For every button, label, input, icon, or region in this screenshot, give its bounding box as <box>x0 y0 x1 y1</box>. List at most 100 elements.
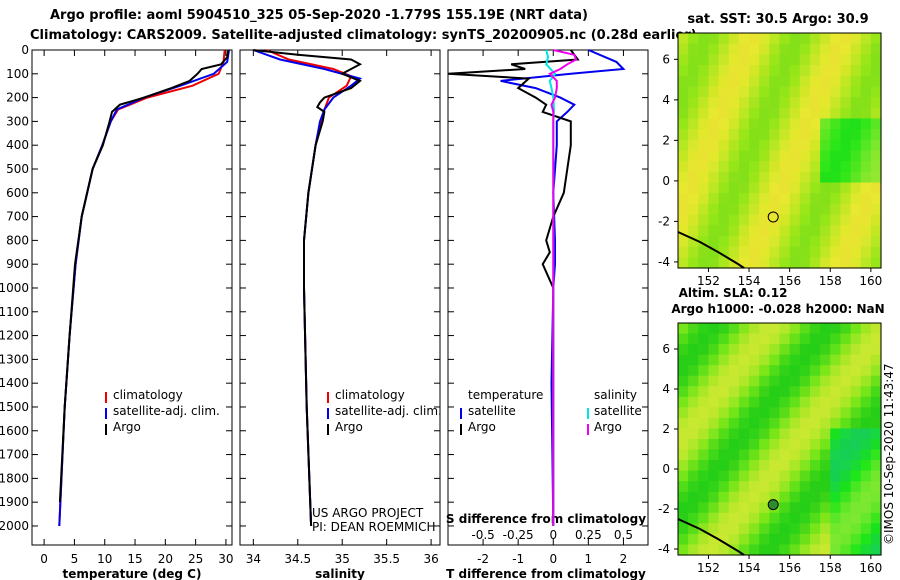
map-cell <box>708 150 720 162</box>
series-line-salinity-argo <box>548 49 578 526</box>
map-cell <box>759 182 770 194</box>
map-cell <box>779 139 791 152</box>
map-cell <box>840 428 852 440</box>
map-cell <box>749 502 760 514</box>
map-cell <box>749 481 760 493</box>
map-cell <box>789 182 801 194</box>
map-cell <box>698 86 710 98</box>
map-cell <box>779 365 791 377</box>
map-cell <box>830 33 841 45</box>
map-cell <box>860 544 872 556</box>
map-cell <box>688 449 699 461</box>
map-cell <box>678 86 689 98</box>
map-cell <box>698 225 710 237</box>
map-cell <box>779 439 791 451</box>
map-cell <box>678 182 689 194</box>
map-cell <box>749 323 760 335</box>
map-cell <box>738 33 750 45</box>
map-cell <box>759 54 770 66</box>
map-cell <box>759 481 770 493</box>
map-cell <box>698 523 710 535</box>
map-cell <box>738 449 750 461</box>
depth-tick-label: 900 <box>6 257 29 271</box>
map-cell <box>850 107 862 120</box>
map-cell <box>870 333 882 345</box>
map-cell <box>809 439 821 451</box>
map-cell <box>678 235 689 248</box>
map-cell <box>698 107 710 120</box>
depth-tick-label: 1000 <box>0 281 29 295</box>
map-cell <box>850 161 862 173</box>
map-cell <box>688 54 699 66</box>
map-cell <box>860 139 872 152</box>
sal-legend-argo: Argo <box>335 420 363 434</box>
map-cell <box>789 533 801 546</box>
map-cell <box>728 396 740 408</box>
map-cell <box>840 344 852 356</box>
map-cell <box>850 203 862 216</box>
map-cell <box>840 502 852 514</box>
map-cell <box>698 354 710 366</box>
map-cell <box>688 470 699 482</box>
map-y-tick-label: -2 <box>658 214 670 228</box>
map-cell <box>850 65 862 77</box>
map-cell <box>830 86 841 98</box>
map-cell <box>789 417 801 430</box>
map-cell <box>809 523 821 535</box>
map-cell <box>789 502 801 514</box>
map-cell <box>850 344 862 356</box>
map-cell <box>708 449 720 461</box>
map-cell <box>708 533 720 546</box>
map-cell <box>850 512 862 524</box>
salinity-panel: salinity climatology satellite-adj. clim… <box>239 49 442 580</box>
map-cell <box>840 386 852 398</box>
series-line-argo <box>58 49 230 503</box>
map-cell <box>850 257 862 269</box>
map-cell <box>850 354 862 366</box>
map-cell <box>678 214 689 226</box>
map-cell <box>688 491 699 503</box>
map-cell <box>688 396 699 408</box>
map-cell <box>820 460 831 472</box>
map-cell <box>870 246 882 258</box>
map-cell <box>678 544 689 556</box>
map-cell <box>799 161 811 173</box>
map-cell <box>698 386 710 398</box>
map-cell <box>718 43 730 55</box>
map-cell <box>830 481 841 493</box>
map-cell <box>708 43 720 55</box>
map-cell <box>688 203 699 216</box>
map-cell <box>799 33 811 45</box>
map-cell <box>708 470 720 482</box>
s-difference-axis-label: S difference from climatology <box>446 512 646 526</box>
map-cell <box>830 512 841 524</box>
map-cell <box>749 33 760 45</box>
sst-map-title: sat. SST: 30.5 Argo: 30.9 <box>687 12 868 27</box>
map-cell <box>769 54 781 66</box>
map-cell <box>728 225 740 237</box>
map-cell <box>830 386 841 398</box>
map-cell <box>678 33 689 45</box>
map-cell <box>749 171 760 184</box>
map-cell <box>840 171 852 184</box>
map-cell <box>799 75 811 88</box>
map-cell <box>809 470 821 482</box>
map-cell <box>840 33 852 45</box>
map-cell <box>738 97 750 109</box>
map-cell <box>840 375 852 387</box>
map-cell <box>688 97 699 109</box>
map-cell <box>850 470 862 482</box>
map-cell <box>718 344 730 356</box>
map-cell <box>698 43 710 55</box>
map-cell <box>840 396 852 408</box>
map-cell <box>789 439 801 451</box>
map-cell <box>728 203 740 216</box>
map-cell <box>698 214 710 226</box>
map-cell <box>718 439 730 451</box>
map-cell <box>769 396 781 408</box>
map-cell <box>718 33 730 45</box>
map-cell <box>718 214 730 226</box>
map-cell <box>688 365 699 377</box>
map-cell <box>840 512 852 524</box>
map-cell <box>799 182 811 194</box>
